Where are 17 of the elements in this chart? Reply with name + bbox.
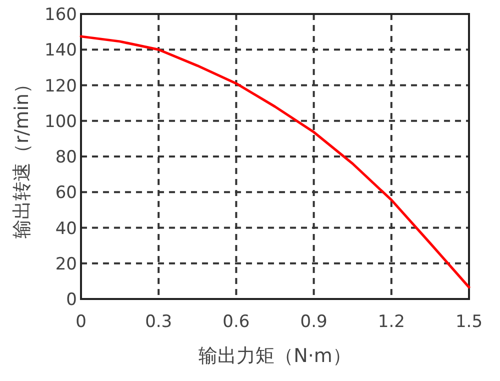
line-series <box>80 35 470 288</box>
y-tick-label: 160 <box>44 5 77 25</box>
x-tick-label: 1.2 <box>378 312 405 332</box>
y-tick-label: 20 <box>55 254 77 274</box>
x-tick-label: 0.9 <box>300 312 328 332</box>
y-tick-label: 80 <box>55 148 77 168</box>
y-tick-label: 40 <box>55 218 77 239</box>
y-tick-label: 60 <box>55 183 77 204</box>
y-axis-title: 输出转速（r/min） <box>11 74 33 239</box>
y-tick-label: 140 <box>44 40 77 61</box>
x-tick-label: 0.3 <box>145 312 172 332</box>
x-tick-label: 0.6 <box>222 312 250 332</box>
x-tick-label: 1.5 <box>455 312 483 332</box>
x-axis-title: 输出力矩（N·m） <box>198 345 352 367</box>
y-tick-label: 100 <box>44 112 77 132</box>
y-tick-label: 120 <box>44 76 77 96</box>
y-tick-label: 0 <box>66 290 77 310</box>
